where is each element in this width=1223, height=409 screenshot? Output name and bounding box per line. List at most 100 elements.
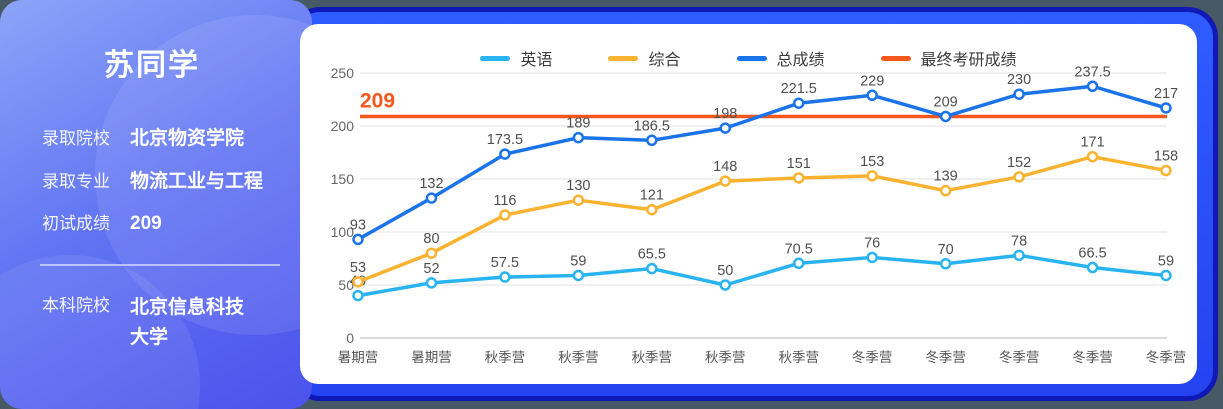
data-label: 57.5 bbox=[491, 255, 519, 271]
chart-legend: 英语 综合 总成绩 最终考研成绩 bbox=[300, 46, 1197, 70]
legend-label: 综合 bbox=[648, 52, 681, 69]
data-label: 78 bbox=[1011, 233, 1027, 249]
y-tick-label: 100 bbox=[331, 224, 355, 240]
data-label: 229 bbox=[860, 73, 884, 89]
data-label: 53 bbox=[350, 260, 366, 276]
y-tick-label: 150 bbox=[331, 171, 355, 187]
data-point bbox=[866, 251, 878, 264]
legend-item-1[interactable]: 综合 bbox=[608, 46, 681, 70]
data-label: 173.5 bbox=[487, 132, 523, 148]
data-label: 171 bbox=[1080, 135, 1104, 151]
data-point bbox=[1086, 150, 1099, 163]
info-row-admitted-major: 录取专业 物流工业与工程 bbox=[42, 169, 292, 195]
data-point bbox=[499, 148, 511, 160]
data-point bbox=[719, 175, 732, 187]
data-point bbox=[1086, 261, 1099, 274]
data-point bbox=[1013, 171, 1025, 183]
data-label: 52 bbox=[423, 261, 439, 277]
data-label: 93 bbox=[350, 217, 366, 233]
y-tick-label: 0 bbox=[346, 330, 354, 346]
legend-swatch bbox=[880, 55, 911, 61]
data-point bbox=[939, 258, 952, 270]
data-point bbox=[1160, 164, 1172, 177]
x-category-label: 秋季营 bbox=[632, 350, 673, 365]
data-label: 230 bbox=[1007, 72, 1031, 88]
data-point bbox=[499, 271, 511, 283]
y-tick-label: 200 bbox=[331, 118, 355, 134]
data-label: 237.5 bbox=[1074, 64, 1110, 80]
data-point bbox=[719, 279, 732, 291]
student-info-panel: 苏同学 录取院校 北京物资学院 录取专业 物流工业与工程 初试成绩 209 本科… bbox=[0, 0, 312, 409]
data-label: 209 bbox=[934, 94, 958, 110]
divider bbox=[40, 263, 280, 266]
data-label: 139 bbox=[934, 169, 958, 185]
data-label: 158 bbox=[1154, 149, 1178, 165]
data-point bbox=[1013, 249, 1025, 262]
data-label: 189 bbox=[566, 116, 590, 132]
data-point bbox=[939, 110, 952, 123]
data-label: 70 bbox=[938, 242, 954, 258]
data-label: 76 bbox=[864, 235, 880, 251]
data-point bbox=[792, 172, 805, 184]
data-point bbox=[1086, 80, 1099, 92]
info-label: 录取专业 bbox=[42, 171, 110, 191]
legend-label: 总成绩 bbox=[776, 52, 825, 69]
data-point bbox=[352, 289, 364, 302]
info-row-undergrad-school: 本科院校 北京信息科技大学 bbox=[42, 293, 292, 354]
series-line-英语 bbox=[356, 253, 1168, 298]
data-point bbox=[1013, 88, 1025, 100]
info-value: 北京物资学院 bbox=[130, 128, 245, 149]
legend-swatch bbox=[736, 55, 767, 61]
data-label: 59 bbox=[1158, 253, 1174, 269]
x-category-label: 暑期营 bbox=[411, 350, 452, 365]
x-category-label: 冬季营 bbox=[1146, 350, 1187, 365]
info-row-admitted-school: 录取院校 北京物资学院 bbox=[42, 126, 292, 152]
data-point bbox=[646, 134, 658, 147]
data-label: 121 bbox=[640, 188, 664, 204]
data-label: 152 bbox=[1007, 155, 1031, 171]
data-label: 80 bbox=[423, 231, 439, 247]
legend-item-2[interactable]: 总成绩 bbox=[736, 46, 825, 70]
x-category-label: 秋季营 bbox=[778, 350, 819, 365]
info-row-initial-score: 初试成绩 209 bbox=[42, 211, 292, 237]
info-label: 初试成绩 bbox=[42, 214, 110, 234]
data-point bbox=[719, 122, 732, 134]
info-value: 209 bbox=[130, 213, 162, 235]
score-line-chart: 0 50 100 150 200 250 暑期营 暑期营 秋季营 秋季营 秋季营 秋季营 秋季营 冬季营 冬… bbox=[331, 64, 1187, 365]
data-label: 221.5 bbox=[781, 81, 817, 97]
info-value: 物流工业与工程 bbox=[130, 170, 264, 192]
series-line-综合 bbox=[356, 154, 1168, 284]
legend-swatch bbox=[608, 55, 639, 61]
data-point bbox=[646, 262, 658, 275]
data-point bbox=[352, 276, 364, 288]
data-point bbox=[1160, 269, 1172, 282]
data-label: 132 bbox=[419, 176, 443, 192]
data-point bbox=[1160, 102, 1172, 114]
info-label: 本科院校 bbox=[42, 295, 110, 315]
data-label: 186.5 bbox=[634, 118, 670, 134]
data-point bbox=[425, 277, 438, 289]
x-category-label: 冬季营 bbox=[1072, 350, 1113, 365]
legend-swatch bbox=[480, 55, 511, 61]
data-label: 59 bbox=[570, 253, 586, 269]
data-label: 217 bbox=[1154, 86, 1178, 102]
data-point bbox=[499, 209, 511, 221]
data-point bbox=[572, 131, 585, 144]
x-category-label: 秋季营 bbox=[705, 350, 746, 365]
data-point bbox=[866, 89, 878, 102]
reference-line-label: 209 bbox=[360, 89, 395, 112]
legend-item-3[interactable]: 最终考研成绩 bbox=[880, 46, 1017, 70]
data-label: 70.5 bbox=[785, 241, 813, 257]
legend-label: 最终考研成绩 bbox=[920, 52, 1017, 69]
data-label: 198 bbox=[713, 106, 737, 122]
x-category-label: 暑期营 bbox=[338, 350, 379, 365]
data-point bbox=[792, 97, 805, 109]
data-point bbox=[939, 184, 952, 197]
data-label: 66.5 bbox=[1078, 246, 1106, 262]
data-point bbox=[425, 192, 438, 204]
data-label: 148 bbox=[713, 159, 737, 175]
y-tick-label: 50 bbox=[338, 277, 354, 293]
legend-item-0[interactable]: 英语 bbox=[480, 46, 552, 70]
info-label: 录取院校 bbox=[42, 129, 110, 148]
